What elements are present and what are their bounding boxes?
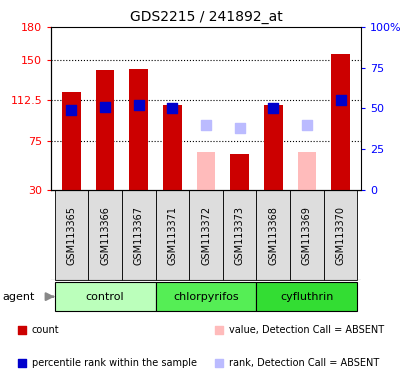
Text: percentile rank within the sample: percentile rank within the sample: [32, 358, 196, 368]
Text: agent: agent: [2, 291, 34, 302]
Bar: [121, 190, 155, 280]
Point: [270, 106, 276, 112]
Bar: [163, 105, 181, 190]
Point: [202, 122, 209, 128]
Point: [19, 360, 25, 366]
Text: GSM113367: GSM113367: [133, 206, 144, 265]
Text: rank, Detection Call = ABSENT: rank, Detection Call = ABSENT: [228, 358, 378, 368]
Bar: [88, 190, 121, 280]
Text: GSM113372: GSM113372: [200, 206, 211, 265]
Bar: [256, 282, 357, 311]
Bar: [189, 190, 222, 280]
Point: [101, 104, 108, 110]
Text: cyfluthrin: cyfluthrin: [280, 291, 333, 302]
Text: GSM113368: GSM113368: [267, 206, 278, 265]
Bar: [129, 69, 148, 190]
Bar: [54, 190, 88, 280]
Bar: [230, 154, 248, 190]
Bar: [155, 282, 256, 311]
Bar: [263, 105, 282, 190]
Text: control: control: [85, 291, 124, 302]
Point: [303, 122, 310, 128]
Text: GSM113369: GSM113369: [301, 206, 311, 265]
Bar: [323, 190, 357, 280]
Bar: [96, 70, 114, 190]
Bar: [155, 190, 189, 280]
Title: GDS2215 / 241892_at: GDS2215 / 241892_at: [129, 10, 282, 25]
Point: [19, 327, 25, 333]
Bar: [222, 190, 256, 280]
Text: chlorpyrifos: chlorpyrifos: [173, 291, 238, 302]
Text: count: count: [32, 325, 59, 335]
Bar: [297, 152, 315, 190]
Bar: [196, 152, 215, 190]
Bar: [256, 190, 290, 280]
Point: [215, 327, 222, 333]
Point: [169, 106, 175, 112]
Point: [337, 97, 343, 103]
Text: GSM113373: GSM113373: [234, 206, 244, 265]
Bar: [330, 54, 349, 190]
Text: value, Detection Call = ABSENT: value, Detection Call = ABSENT: [228, 325, 383, 335]
Point: [68, 107, 74, 113]
Point: [215, 360, 222, 366]
Text: GSM113366: GSM113366: [100, 206, 110, 265]
Text: GSM113370: GSM113370: [335, 206, 345, 265]
Point: [135, 102, 142, 108]
Bar: [62, 92, 81, 190]
Bar: [54, 282, 155, 311]
Text: GSM113371: GSM113371: [167, 206, 177, 265]
Point: [236, 125, 243, 131]
Text: GSM113365: GSM113365: [66, 206, 76, 265]
Bar: [290, 190, 323, 280]
